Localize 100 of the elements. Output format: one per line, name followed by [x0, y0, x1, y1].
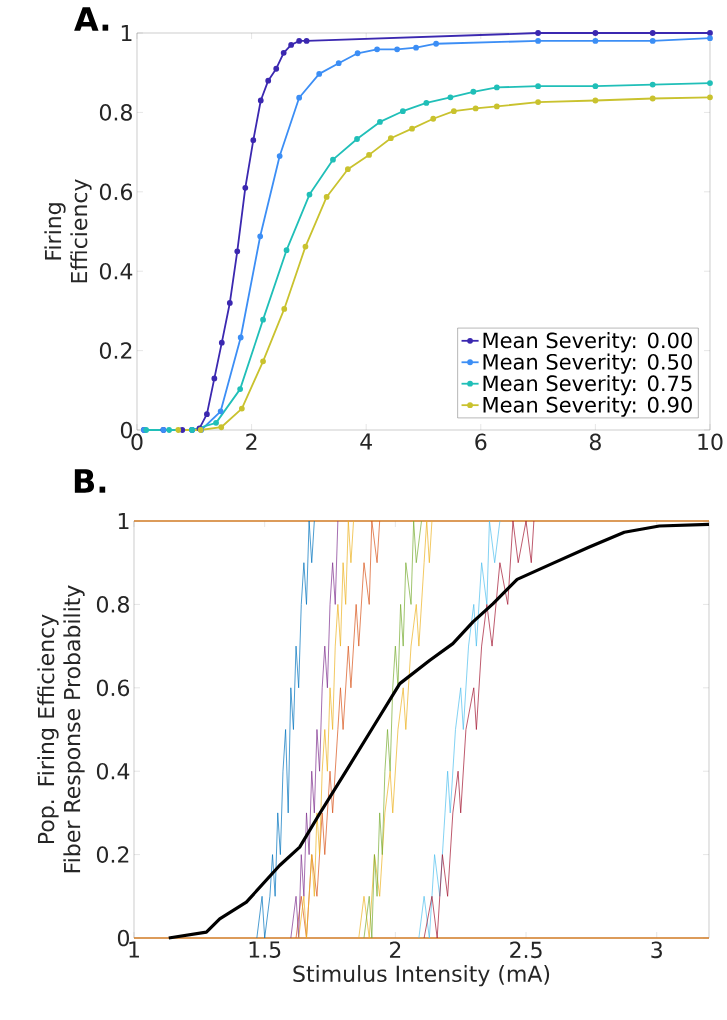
- x-tick-label: 3: [651, 941, 662, 959]
- point: [316, 71, 322, 77]
- point: [296, 38, 302, 44]
- x-axis-title: Stimulus Intensity (mA): [293, 965, 549, 987]
- x-tick-label: 2: [389, 941, 400, 958]
- point: [283, 247, 290, 254]
- point: [374, 46, 380, 53]
- point: [649, 95, 656, 102]
- point: [387, 135, 394, 142]
- point: [493, 84, 500, 91]
- point: [470, 88, 477, 95]
- point: [649, 38, 656, 44]
- point: [175, 427, 181, 433]
- point: [306, 191, 313, 198]
- point: [237, 386, 243, 393]
- point: [273, 65, 279, 72]
- point: [493, 103, 500, 110]
- point: [166, 427, 172, 433]
- y-tick-label: 0: [120, 421, 132, 439]
- point: [394, 46, 400, 53]
- point: [706, 94, 713, 101]
- point: [412, 44, 419, 51]
- x-tick-label: 1.5: [249, 941, 281, 958]
- point: [354, 50, 361, 57]
- point: [430, 115, 436, 122]
- y-tick-label: 0.2: [99, 342, 132, 359]
- point: [433, 40, 439, 47]
- x-tick-label: 8: [589, 433, 601, 451]
- point: [399, 108, 406, 115]
- point: [265, 77, 271, 84]
- x-tick-label: 2.5: [510, 941, 542, 959]
- y-tick-label: 0.8: [99, 104, 132, 121]
- legend-label: Mean Severity: 0.90: [483, 396, 692, 417]
- point: [376, 119, 383, 125]
- point: [302, 243, 309, 250]
- y-tick-label: 0.6: [99, 183, 132, 201]
- point: [296, 94, 302, 101]
- point: [218, 424, 224, 431]
- point: [535, 38, 541, 44]
- point: [211, 375, 218, 382]
- line-series: [295, 520, 380, 939]
- point: [649, 81, 656, 88]
- point: [472, 105, 479, 112]
- y-axis-title: Pop. Firing Efficiency: [37, 614, 59, 844]
- legend-label: Mean Severity: 0.50: [483, 353, 692, 374]
- y-tick-label: 0.4: [99, 262, 133, 280]
- y-tick-label: 0: [117, 929, 129, 947]
- line-series: [256, 520, 315, 939]
- legend-label: Mean Severity: 0.75: [483, 374, 692, 396]
- point: [592, 97, 599, 104]
- point: [592, 83, 599, 90]
- point: [203, 411, 210, 418]
- y-tick-label: 1: [121, 24, 132, 42]
- point: [237, 334, 244, 341]
- x-tick-label: 4: [360, 433, 372, 450]
- point: [592, 38, 599, 44]
- point: [535, 99, 541, 105]
- point: [260, 358, 266, 365]
- point: [179, 427, 186, 433]
- point: [250, 137, 257, 144]
- point: [649, 30, 656, 36]
- point: [276, 153, 283, 159]
- point: [329, 156, 336, 163]
- point: [217, 408, 224, 415]
- x-tick-label: 2: [246, 433, 257, 450]
- point: [303, 38, 310, 44]
- point: [408, 125, 415, 132]
- point: [447, 94, 454, 101]
- point: [706, 30, 713, 36]
- point: [288, 42, 294, 48]
- point: [257, 233, 263, 240]
- y-tick-label: 0.8: [96, 596, 129, 613]
- chart-title: A.: [73, 7, 109, 31]
- point: [260, 316, 266, 323]
- point: [238, 405, 245, 412]
- point: [280, 49, 287, 56]
- point: [353, 136, 360, 142]
- point: [257, 97, 264, 104]
- point: [213, 419, 219, 426]
- x-tick-label: 6: [475, 433, 487, 451]
- point: [281, 306, 287, 312]
- point: [450, 108, 457, 115]
- y-tick-label: 1: [118, 512, 129, 530]
- point: [323, 194, 330, 200]
- line-series: [363, 520, 422, 939]
- line-series: [418, 520, 501, 939]
- line-series: [298, 520, 354, 939]
- point: [423, 99, 430, 106]
- point: [535, 30, 541, 36]
- point: [226, 300, 233, 306]
- y-axis-title: Firing Efficiency: [44, 179, 92, 283]
- point: [242, 184, 249, 191]
- point: [218, 339, 225, 346]
- point: [706, 35, 713, 42]
- point: [592, 30, 599, 36]
- point: [234, 248, 241, 255]
- line-series: [290, 520, 339, 939]
- point: [335, 60, 342, 67]
- legend-label: Mean Severity: 0.00: [483, 332, 692, 353]
- point: [366, 151, 372, 158]
